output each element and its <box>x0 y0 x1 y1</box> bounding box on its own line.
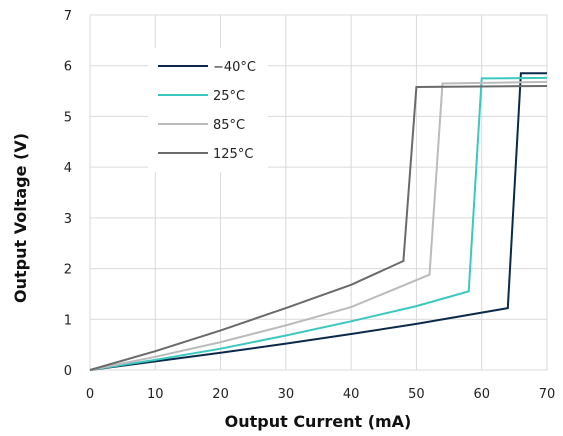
y-tick-label: 5 <box>64 110 72 125</box>
series-line-0 <box>89 72 547 371</box>
x-tick-label: 50 <box>408 387 425 402</box>
y-tick-label: 4 <box>64 161 72 176</box>
x-tick-label: 70 <box>539 387 556 402</box>
x-tick-label: 20 <box>212 387 229 402</box>
grid <box>89 14 548 371</box>
y-axis-ticks: 0 1 2 3 4 5 6 7 <box>64 9 72 379</box>
series-lines <box>89 72 548 371</box>
y-tick-label: 3 <box>64 212 72 227</box>
y-tick-label: 6 <box>64 60 72 75</box>
legend-label: −40°C <box>213 60 256 75</box>
series-line-1 <box>89 76 548 371</box>
x-tick-label: 60 <box>473 387 490 402</box>
x-tick-label: 40 <box>343 387 360 402</box>
y-tick-label: 0 <box>64 364 72 379</box>
series-line-2 <box>89 80 548 371</box>
legend-label: 85°C <box>213 118 245 133</box>
legend-label: 25°C <box>213 89 245 104</box>
y-tick-label: 2 <box>64 263 72 278</box>
y-axis-label: Output Voltage (V) <box>11 133 30 303</box>
y-tick-label: 1 <box>64 313 72 328</box>
legend-background <box>148 48 268 172</box>
x-axis-label: Output Current (mA) <box>225 412 412 431</box>
legend: −40°C 25°C 85°C 125°C <box>148 48 268 172</box>
x-axis-ticks: 0 10 20 30 40 50 60 70 <box>86 387 555 402</box>
x-tick-label: 0 <box>86 387 94 402</box>
x-tick-label: 30 <box>278 387 295 402</box>
x-tick-label: 10 <box>147 387 164 402</box>
y-tick-label: 7 <box>64 9 72 24</box>
series-line-3 <box>89 85 548 371</box>
legend-label: 125°C <box>213 147 253 162</box>
